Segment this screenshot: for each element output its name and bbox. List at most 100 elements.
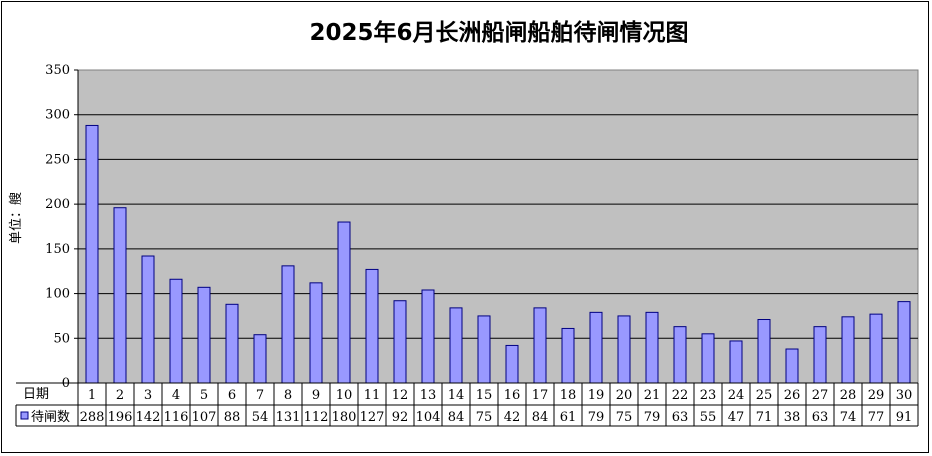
data-value-cell: 55	[700, 410, 717, 425]
chart-title: 2025年6月长洲船闸船舶待闸情况图	[309, 19, 688, 46]
bar	[337, 221, 351, 384]
data-value-cell: 88	[224, 410, 241, 425]
bar	[197, 286, 211, 384]
data-value-cell: 288	[80, 410, 105, 425]
bar	[841, 316, 855, 384]
bar	[897, 301, 911, 384]
data-table: 日期 待闸数 128821963142411651076887548131911…	[15, 382, 919, 427]
bar	[281, 265, 295, 384]
data-value-cell: 61	[560, 410, 577, 425]
bar	[729, 340, 743, 384]
y-tick-label: 200	[45, 197, 70, 212]
x-category-label: 13	[420, 388, 437, 403]
bar	[449, 307, 463, 384]
bar	[757, 319, 771, 384]
x-category-label: 12	[392, 388, 409, 403]
x-category-label: 15	[476, 388, 493, 403]
x-category-label: 2	[116, 388, 124, 403]
data-value-cell: 92	[392, 410, 409, 425]
bars	[85, 124, 911, 384]
plot-area	[77, 69, 919, 384]
data-value-cell: 84	[532, 410, 549, 425]
data-value-cell: 71	[756, 410, 773, 425]
bar	[701, 333, 715, 384]
x-category-label: 30	[896, 388, 913, 403]
data-value-cell: 79	[644, 410, 661, 425]
x-category-label: 1	[88, 388, 96, 403]
x-category-label: 7	[256, 388, 264, 403]
y-tick-label: 250	[45, 152, 70, 167]
x-category-label: 28	[840, 388, 857, 403]
data-value-cell: 112	[304, 410, 329, 425]
x-category-label: 19	[588, 388, 605, 403]
x-category-label: 8	[284, 388, 292, 403]
bar	[113, 207, 127, 384]
bar	[813, 326, 827, 384]
bar	[561, 327, 575, 384]
bar	[869, 313, 883, 384]
data-value-cell: 63	[812, 410, 829, 425]
y-tick-label: 350	[45, 63, 70, 78]
data-value-cell: 77	[868, 410, 885, 425]
bar	[589, 311, 603, 384]
bar	[673, 326, 687, 384]
data-value-cell: 38	[784, 410, 801, 425]
bar	[645, 311, 659, 384]
bar	[785, 348, 799, 384]
data-value-cell: 196	[108, 410, 133, 425]
x-category-label: 26	[784, 388, 801, 403]
data-value-cell: 54	[252, 410, 269, 425]
bar	[617, 315, 631, 384]
x-category-label: 23	[700, 388, 717, 403]
x-category-label: 14	[448, 388, 465, 403]
x-category-label: 16	[504, 388, 521, 403]
legend-key	[20, 411, 29, 420]
data-value-cell: 104	[416, 410, 441, 425]
data-value-cell: 116	[164, 410, 189, 425]
bar	[505, 344, 519, 384]
x-category-label: 22	[672, 388, 689, 403]
x-category-label: 27	[812, 388, 829, 403]
bar	[421, 289, 435, 384]
bar	[365, 268, 379, 384]
x-category-label: 20	[616, 388, 633, 403]
bar	[309, 282, 323, 384]
x-category-label: 5	[200, 388, 208, 403]
bar	[477, 315, 491, 384]
series-row-header: 待闸数	[31, 410, 70, 425]
y-tick-label: 150	[45, 242, 70, 257]
data-value-cell: 47	[728, 410, 745, 425]
x-category-label: 11	[364, 388, 381, 403]
data-value-cell: 63	[672, 410, 689, 425]
data-value-cell: 74	[840, 410, 857, 425]
y-tick-label: 100	[45, 287, 70, 302]
data-value-cell: 180	[332, 410, 357, 425]
date-row-header: 日期	[23, 387, 49, 402]
x-category-label: 18	[560, 388, 577, 403]
data-value-cell: 42	[504, 410, 521, 425]
x-category-label: 10	[336, 388, 353, 403]
y-tick-label: 300	[45, 108, 70, 123]
x-category-label: 17	[532, 388, 549, 403]
bar	[253, 334, 267, 384]
data-value-cell: 107	[192, 410, 217, 425]
data-value-cell: 84	[448, 410, 465, 425]
x-category-label: 25	[756, 388, 773, 403]
x-category-label: 3	[144, 388, 152, 403]
data-value-cell: 131	[276, 410, 301, 425]
x-category-label: 4	[172, 388, 180, 403]
y-tick-label: 50	[53, 331, 70, 346]
bar	[533, 307, 547, 384]
data-value-cell: 91	[896, 410, 913, 425]
x-category-label: 29	[868, 388, 885, 403]
x-category-label: 9	[312, 388, 320, 403]
y-axis-label: 单位：艘	[8, 192, 24, 244]
x-category-label: 21	[644, 388, 661, 403]
data-value-cell: 142	[136, 410, 161, 425]
x-category-label: 6	[228, 388, 236, 403]
data-value-cell: 75	[476, 410, 493, 425]
data-value-cell: 127	[360, 410, 385, 425]
